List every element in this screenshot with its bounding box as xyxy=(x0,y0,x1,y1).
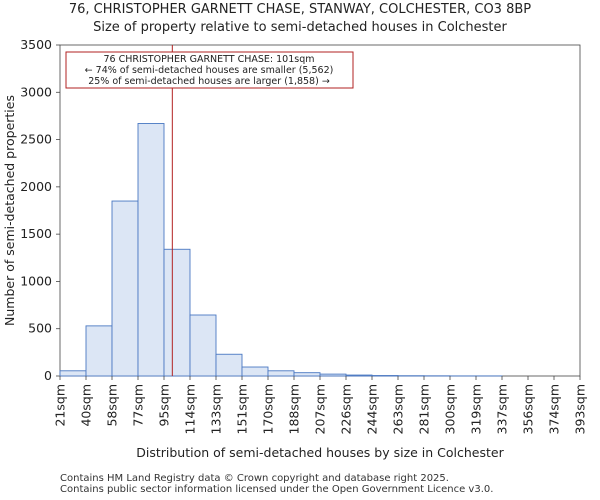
chart-title: 76, CHRISTOPHER GARNETT CHASE, STANWAY, … xyxy=(68,2,532,17)
y-tick-label: 1500 xyxy=(20,226,52,241)
y-tick-label: 0 xyxy=(44,368,52,383)
histogram-bar xyxy=(85,325,113,377)
footer-copyright: Contains HM Land Registry data © Crown c… xyxy=(60,473,449,484)
x-tick-label: 281sqm xyxy=(417,384,432,434)
x-tick-label: 114sqm xyxy=(183,384,198,434)
histogram-bar xyxy=(59,370,87,377)
histogram-bar xyxy=(293,372,321,377)
annotation-line: 25% of semi-detached houses are larger (… xyxy=(88,76,330,87)
y-tick-label: 3500 xyxy=(20,37,52,52)
annotation-box: 76 CHRISTOPHER GARNETT CHASE: 101sqm← 74… xyxy=(65,51,354,89)
x-tick-label: 244sqm xyxy=(365,384,380,434)
footer-licence: Contains public sector information licen… xyxy=(60,484,494,495)
histogram-bar xyxy=(345,374,373,377)
histogram-bar xyxy=(163,248,191,377)
x-tick-label: 263sqm xyxy=(391,384,406,434)
x-tick-label: 133sqm xyxy=(209,384,224,434)
x-tick-label: 207sqm xyxy=(313,384,328,434)
x-tick-label: 319sqm xyxy=(469,384,484,434)
histogram-bar xyxy=(241,366,269,377)
histogram-bar xyxy=(215,353,243,377)
chart-subtitle: Size of property relative to semi-detach… xyxy=(93,20,507,35)
x-tick-label: 40sqm xyxy=(79,384,94,427)
y-tick-label: 2000 xyxy=(20,179,52,194)
x-tick-label: 151sqm xyxy=(235,384,250,434)
annotation-line: ← 74% of semi-detached houses are smalle… xyxy=(85,65,334,76)
x-tick-label: 95sqm xyxy=(157,384,172,427)
x-tick-label: 226sqm xyxy=(339,384,354,434)
y-tick-label: 500 xyxy=(28,321,52,336)
x-tick-label: 58sqm xyxy=(105,384,120,427)
histogram-bar xyxy=(189,314,217,377)
x-tick-label: 374sqm xyxy=(547,384,562,434)
x-tick-label: 337sqm xyxy=(495,384,510,434)
histogram-bar xyxy=(267,370,295,377)
histogram-bar xyxy=(137,123,165,377)
x-tick-label: 21sqm xyxy=(53,384,68,427)
x-axis-label: Distribution of semi-detached houses by … xyxy=(136,445,504,460)
annotation-line: 76 CHRISTOPHER GARNETT CHASE: 101sqm xyxy=(103,54,314,65)
x-tick-label: 188sqm xyxy=(287,384,302,434)
y-axis-label: Number of semi-detached properties xyxy=(2,95,17,326)
y-tick-label: 3000 xyxy=(20,84,52,99)
x-tick-label: 170sqm xyxy=(261,384,276,434)
x-tick-label: 300sqm xyxy=(443,384,458,434)
y-tick-label: 2500 xyxy=(20,132,52,147)
y-tick-label: 1000 xyxy=(20,273,52,288)
x-tick-label: 77sqm xyxy=(131,384,146,427)
x-tick-label: 356sqm xyxy=(521,384,536,434)
histogram-bar xyxy=(319,373,347,377)
annotation-border xyxy=(65,51,354,89)
x-tick-label: 393sqm xyxy=(573,384,588,434)
histogram-bar xyxy=(111,200,139,377)
